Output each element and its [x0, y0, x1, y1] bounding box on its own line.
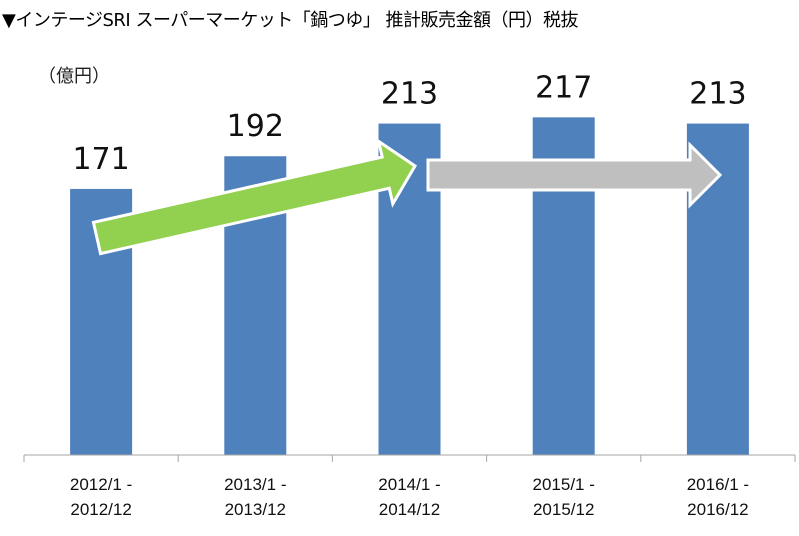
data-label: 192 [227, 109, 284, 144]
x-tick-label: 2016/1 - [687, 475, 749, 494]
x-tick-label: 2015/1 - [533, 475, 595, 494]
x-tick-label: 2012/12 [70, 500, 131, 519]
x-tick-label: 2015/12 [533, 500, 594, 519]
flat-arrow [426, 141, 723, 209]
data-label: 217 [535, 70, 592, 105]
x-tick-label: 2016/12 [687, 500, 748, 519]
x-tick-label: 2014/1 - [378, 475, 440, 494]
increase-arrow [91, 138, 418, 256]
x-tick-label: 2014/12 [379, 500, 440, 519]
x-tick-label: 2013/12 [225, 500, 286, 519]
x-tick-label: 2013/1 - [224, 475, 286, 494]
data-label: 171 [72, 142, 129, 177]
y-axis-unit: （億円） [38, 66, 110, 87]
data-label: 213 [689, 77, 746, 112]
data-label: 213 [381, 77, 438, 112]
chart-title: ▼インテージSRI スーパーマーケット「鍋つゆ」 推計販売金額（円）税抜 [2, 10, 578, 31]
x-tick-label: 2012/1 - [70, 475, 132, 494]
